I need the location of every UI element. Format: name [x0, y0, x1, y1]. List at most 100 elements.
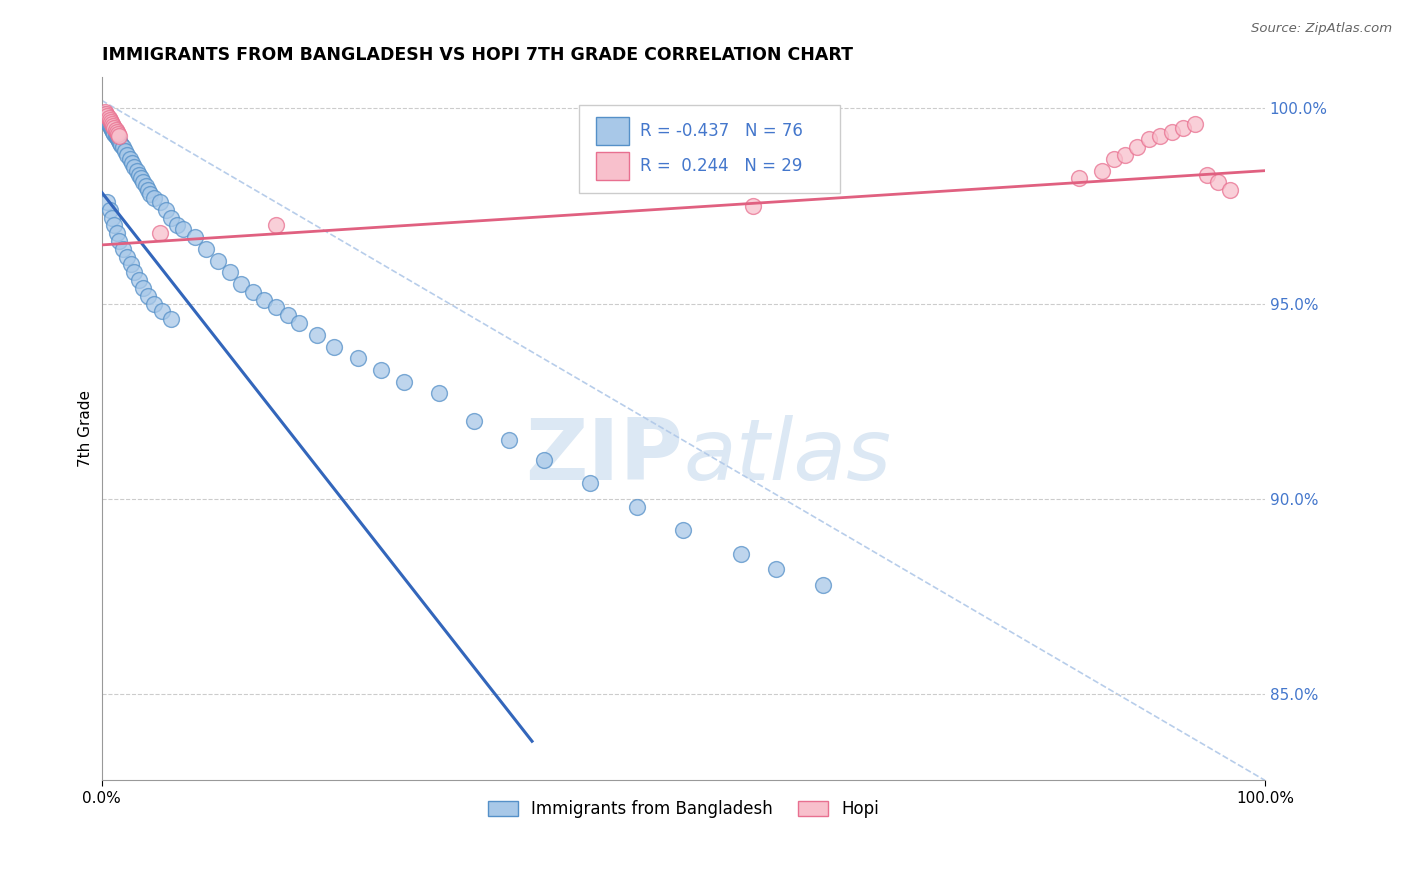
- Point: [1160, 125, 1182, 139]
- Point: [392, 375, 415, 389]
- Point: [811, 578, 834, 592]
- Point: [104, 128, 127, 143]
- Point: [166, 219, 188, 233]
- Point: [103, 219, 125, 233]
- Point: [101, 211, 124, 225]
- Point: [253, 293, 276, 307]
- Point: [125, 163, 148, 178]
- Point: [1102, 152, 1125, 166]
- Point: [139, 187, 162, 202]
- Point: [103, 119, 125, 133]
- Point: [288, 316, 311, 330]
- Point: [96, 109, 118, 123]
- Point: [105, 226, 128, 240]
- Point: [121, 156, 143, 170]
- Point: [1219, 183, 1241, 197]
- Point: [132, 175, 155, 189]
- Point: [101, 122, 124, 136]
- Point: [120, 257, 142, 271]
- Point: [323, 339, 346, 353]
- Point: [264, 219, 287, 233]
- Point: [149, 194, 172, 209]
- Point: [100, 115, 122, 129]
- Point: [96, 112, 118, 127]
- Point: [765, 562, 787, 576]
- Point: [305, 327, 328, 342]
- Point: [218, 265, 240, 279]
- FancyBboxPatch shape: [578, 105, 841, 193]
- Point: [155, 202, 177, 217]
- Point: [626, 500, 648, 514]
- Y-axis label: 7th Grade: 7th Grade: [79, 390, 93, 467]
- Point: [195, 242, 218, 256]
- Text: ZIP: ZIP: [526, 416, 683, 499]
- Point: [110, 138, 132, 153]
- Point: [672, 523, 695, 537]
- Point: [110, 136, 132, 151]
- Point: [1126, 140, 1149, 154]
- Point: [264, 301, 287, 315]
- Point: [122, 160, 145, 174]
- Text: atlas: atlas: [683, 416, 891, 499]
- Point: [97, 111, 120, 125]
- Point: [463, 414, 485, 428]
- Point: [94, 105, 117, 120]
- Point: [108, 128, 131, 143]
- Point: [149, 226, 172, 240]
- Point: [108, 134, 131, 148]
- Point: [114, 144, 136, 158]
- Point: [135, 179, 157, 194]
- Text: R =  0.244   N = 29: R = 0.244 N = 29: [640, 157, 803, 175]
- Point: [183, 230, 205, 244]
- Point: [231, 277, 253, 291]
- Point: [1067, 171, 1090, 186]
- Point: [1184, 117, 1206, 131]
- Text: IMMIGRANTS FROM BANGLADESH VS HOPI 7TH GRADE CORRELATION CHART: IMMIGRANTS FROM BANGLADESH VS HOPI 7TH G…: [101, 46, 852, 64]
- Point: [101, 117, 124, 131]
- Point: [136, 289, 159, 303]
- Point: [103, 120, 125, 135]
- Point: [100, 120, 122, 135]
- Text: Source: ZipAtlas.com: Source: ZipAtlas.com: [1251, 22, 1392, 36]
- Point: [122, 265, 145, 279]
- Point: [346, 351, 368, 366]
- Point: [207, 253, 229, 268]
- Point: [1208, 175, 1230, 189]
- Point: [129, 171, 152, 186]
- Point: [142, 296, 165, 310]
- Point: [1114, 148, 1136, 162]
- Point: [142, 191, 165, 205]
- Point: [370, 363, 392, 377]
- Point: [98, 119, 121, 133]
- Point: [128, 273, 150, 287]
- Point: [132, 281, 155, 295]
- Point: [105, 125, 128, 139]
- Point: [1149, 128, 1171, 143]
- Point: [427, 386, 450, 401]
- Point: [96, 107, 118, 121]
- Point: [107, 127, 129, 141]
- FancyBboxPatch shape: [596, 117, 628, 145]
- Point: [1173, 120, 1195, 135]
- Point: [742, 199, 765, 213]
- Point: [103, 127, 125, 141]
- Point: [533, 453, 555, 467]
- Point: [128, 168, 150, 182]
- Point: [96, 194, 118, 209]
- Point: [94, 111, 117, 125]
- Point: [277, 308, 299, 322]
- Point: [107, 132, 129, 146]
- Point: [160, 312, 183, 326]
- Point: [242, 285, 264, 299]
- Point: [93, 107, 115, 121]
- Point: [105, 130, 128, 145]
- Point: [118, 152, 141, 166]
- Point: [730, 547, 752, 561]
- Point: [498, 434, 520, 448]
- Point: [98, 202, 121, 217]
- Point: [115, 148, 138, 162]
- Text: R = -0.437   N = 76: R = -0.437 N = 76: [640, 122, 803, 140]
- Point: [1195, 168, 1218, 182]
- Point: [115, 250, 138, 264]
- Point: [136, 183, 159, 197]
